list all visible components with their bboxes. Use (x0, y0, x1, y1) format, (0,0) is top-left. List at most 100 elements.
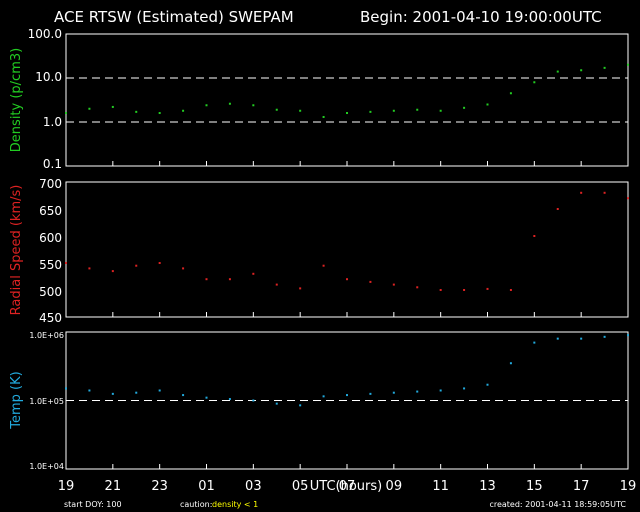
x-tick-label: 05 (292, 479, 309, 494)
density-point (556, 70, 559, 73)
density-point (158, 112, 161, 115)
density-point (416, 108, 419, 111)
x-tick-label: 19 (620, 479, 637, 494)
density-point (603, 66, 606, 69)
density-axis-label: Density (p/cm3) (9, 48, 24, 152)
speed-ytick: 600 (39, 231, 62, 245)
temp-point (228, 398, 231, 401)
start-doy: start DOY: 100 (64, 500, 122, 509)
speed-point (158, 262, 161, 264)
speed-point (369, 280, 372, 283)
temp-point (556, 337, 559, 340)
density-point (392, 109, 395, 112)
density-point (346, 112, 348, 115)
temp-point (603, 335, 606, 338)
density-point (135, 110, 138, 113)
temp-point (182, 394, 185, 397)
temp-axis-label: Temp (K) (9, 371, 24, 429)
speed-point (228, 278, 231, 281)
speed-point (275, 283, 278, 286)
density-point (627, 63, 629, 66)
temp-point (275, 402, 278, 405)
temp-point (533, 341, 536, 344)
density-point (228, 102, 231, 105)
density-point (509, 92, 512, 95)
density-point (463, 106, 466, 109)
density-point (369, 110, 372, 113)
temp-point (346, 394, 348, 397)
density-point (533, 81, 536, 84)
density-ytick: 0.1 (43, 157, 62, 171)
speed-point (65, 262, 67, 264)
density-point (439, 109, 442, 112)
speed-point (299, 287, 302, 290)
temp-point (369, 392, 372, 395)
x-tick-label: 21 (105, 479, 122, 494)
density-series (65, 63, 629, 118)
temp-point (627, 334, 629, 337)
density-point (580, 69, 583, 72)
speed-point (205, 278, 208, 281)
density-point (65, 112, 67, 115)
chart-title: ACE RTSW (Estimated) SWEPAM (54, 8, 294, 26)
temp-point (111, 392, 114, 395)
temp-point (65, 387, 67, 390)
temp-series (65, 334, 629, 407)
x-tick-label: 07 (339, 479, 356, 494)
density-ytick: 10.0 (35, 70, 62, 84)
caution-label: caution: (180, 500, 212, 509)
x-tick-label: 01 (198, 479, 215, 494)
density-point (111, 105, 114, 108)
speed-point (603, 191, 606, 194)
speed-series (65, 191, 629, 291)
speed-point (533, 235, 536, 237)
temp-point (392, 391, 395, 394)
speed-ytick: 550 (39, 258, 62, 272)
x-tick-label: 13 (479, 479, 496, 494)
temp-point (463, 387, 466, 390)
speed-point (627, 197, 629, 200)
temp-ytick: 1.0E+04 (29, 462, 64, 471)
density-point (299, 109, 302, 112)
speed-panel-frame (65, 181, 629, 318)
temp-point (322, 395, 325, 398)
speed-point (509, 289, 512, 291)
speed-point (346, 278, 348, 281)
temp-point (252, 399, 255, 402)
density-point (275, 108, 278, 111)
temp-point (580, 337, 583, 340)
speed-point (182, 267, 185, 270)
density-point (252, 104, 255, 107)
temp-point (135, 391, 138, 394)
speed-point (556, 208, 559, 210)
speed-ytick: 650 (39, 204, 62, 218)
temp-point (416, 390, 419, 393)
temp-point (509, 362, 512, 365)
temp-point (205, 396, 208, 399)
speed-point (322, 264, 325, 267)
speed-point (252, 272, 255, 275)
density-ytick: 1.0 (43, 115, 62, 129)
caution-value: density < 1 (212, 500, 258, 509)
x-axis-label: UTC(hours) (310, 479, 382, 494)
x-tick-label: 09 (386, 479, 403, 494)
speed-axis-label: Radial Speed (km/s) (9, 185, 24, 316)
x-tick-label: 03 (245, 479, 262, 494)
speed-point (439, 289, 442, 291)
x-tick-label: 17 (573, 479, 590, 494)
created-time: created: 2001-04-11 18:59:05UTC (489, 500, 626, 509)
density-panel-frame (65, 33, 629, 167)
density-point (182, 109, 185, 112)
temp-point (486, 383, 489, 386)
speed-point (486, 287, 489, 290)
speed-point (135, 264, 138, 267)
speed-point (88, 267, 91, 270)
speed-ytick: 500 (39, 285, 62, 299)
x-tick-label: 11 (432, 479, 449, 494)
speed-ytick: 450 (39, 311, 62, 325)
density-point (486, 103, 489, 106)
density-point (88, 107, 91, 110)
speed-ytick: 700 (39, 177, 62, 191)
